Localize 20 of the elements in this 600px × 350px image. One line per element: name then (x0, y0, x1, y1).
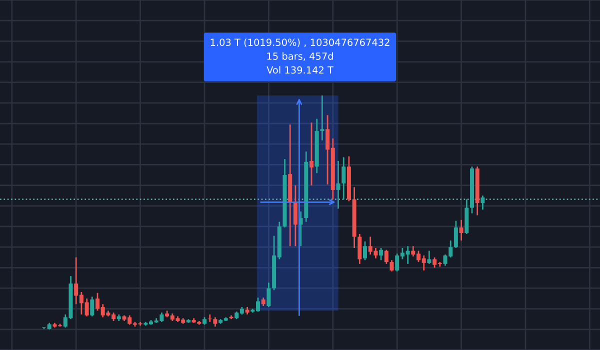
candlestick (363, 240, 367, 261)
text: Vol 139.142 T (266, 66, 334, 74)
text: 1.03 T (1019.50%) , 1030476767432 (210, 38, 390, 48)
candlestick (390, 259, 394, 272)
candlestick (454, 220, 458, 249)
candlestick (90, 296, 94, 318)
candlestick (266, 282, 271, 308)
text: 15 bars, 457d (267, 52, 333, 61)
candlestick (427, 250, 432, 265)
candlestick (310, 122, 314, 186)
candlestick (342, 156, 346, 200)
candlestick (208, 314, 212, 323)
candlestick (320, 94, 324, 142)
candlestick (459, 219, 464, 242)
candlestick (213, 316, 218, 328)
candlestick (379, 247, 384, 261)
candlestick (480, 194, 485, 210)
candlestick (293, 184, 298, 247)
candlestick (384, 249, 388, 265)
candlestick (358, 233, 362, 265)
